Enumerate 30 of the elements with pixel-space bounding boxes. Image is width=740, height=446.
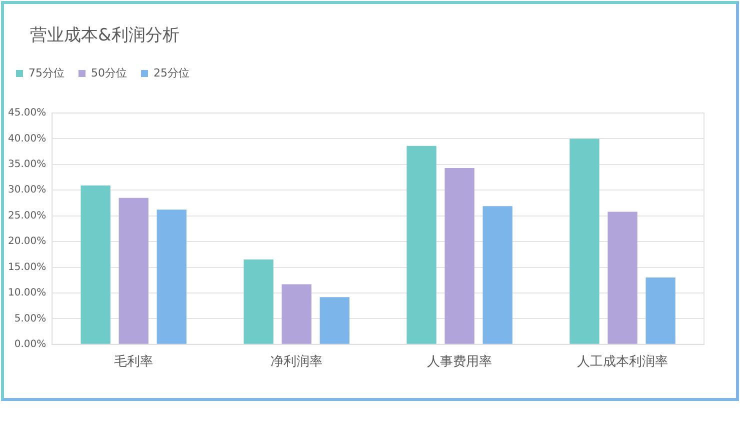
- x-tick-label: 人事费用率: [427, 354, 492, 370]
- bar: [282, 284, 312, 344]
- bar: [244, 260, 274, 344]
- x-tick-label: 净利润率: [270, 354, 323, 370]
- x-tick-label: 人工成本利润率: [577, 354, 668, 370]
- bar: [646, 278, 676, 344]
- y-tick-label: 25.00%: [8, 210, 46, 222]
- bar: [482, 206, 512, 344]
- bar: [570, 138, 600, 344]
- y-tick-label: 20.00%: [8, 236, 46, 248]
- legend-label: 25分位: [153, 66, 190, 80]
- bar: [444, 168, 474, 344]
- bar: [156, 210, 186, 344]
- bar: [80, 186, 110, 344]
- y-tick-label: 35.00%: [8, 159, 46, 170]
- y-tick-label: 15.00%: [8, 262, 46, 273]
- y-tick-label: 40.00%: [8, 133, 46, 144]
- bar: [320, 297, 350, 344]
- bar: [118, 198, 148, 344]
- y-tick-label: 5.00%: [14, 313, 46, 324]
- x-tick-label: 毛利率: [114, 354, 154, 370]
- bar: [608, 212, 638, 344]
- y-tick-label: 0.00%: [14, 338, 46, 350]
- bar: [406, 146, 436, 344]
- chart-title: 营业成本&利润分析: [30, 25, 180, 46]
- y-tick-label: 30.00%: [8, 184, 46, 196]
- legend-label: 75分位: [28, 66, 64, 80]
- legend-label: 50分位: [90, 66, 127, 80]
- y-tick-label: 10.00%: [8, 288, 46, 299]
- y-tick-label: 45.00%: [8, 108, 46, 119]
